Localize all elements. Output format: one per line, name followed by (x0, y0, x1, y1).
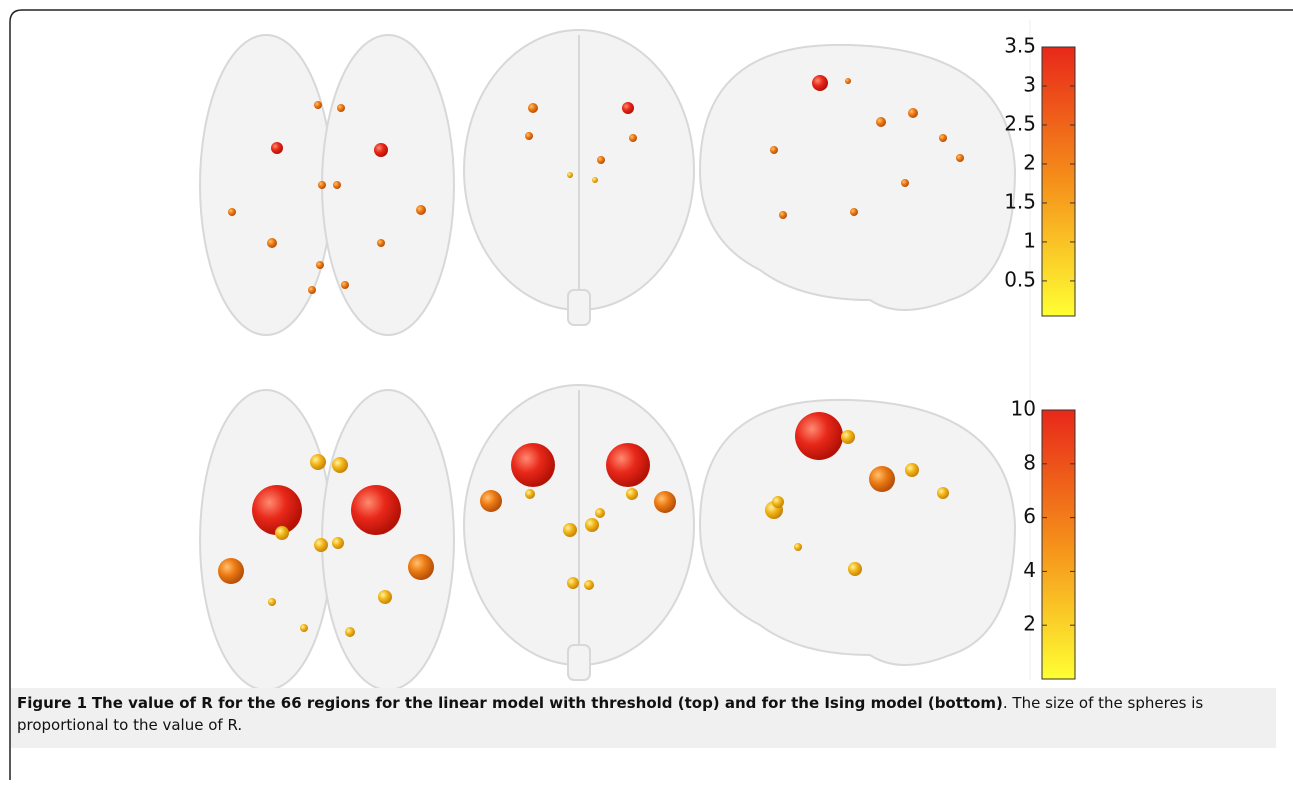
sphere (332, 537, 344, 549)
sphere (511, 443, 555, 487)
brain-axial-left (200, 390, 332, 690)
sphere (850, 208, 858, 216)
sphere (271, 142, 283, 154)
tick-label: 2 (1023, 150, 1036, 174)
colorbar (1042, 47, 1075, 316)
tick-label: 6 (1023, 504, 1036, 528)
sphere (480, 490, 502, 512)
caption-label: Figure 1 (17, 694, 87, 712)
sphere (905, 463, 919, 477)
sphere (597, 156, 605, 164)
tick-label: 2.5 (1004, 111, 1036, 135)
sphere (267, 238, 277, 248)
sphere (654, 491, 676, 513)
sphere (314, 538, 328, 552)
sphere (351, 485, 401, 535)
sphere (908, 108, 918, 118)
sphere (772, 496, 784, 508)
tick-label: 3.5 (1004, 34, 1036, 58)
sphere (218, 558, 244, 584)
sphere (268, 598, 276, 606)
sphere (228, 208, 236, 216)
tick-label: 1.5 (1004, 189, 1036, 213)
sphere (528, 103, 538, 113)
caption-title: The value of R for the 66 regions for th… (92, 694, 1003, 712)
sphere (585, 518, 599, 532)
brain-sagittal (700, 400, 1015, 665)
sphere (333, 181, 341, 189)
sphere (845, 78, 851, 84)
sphere (841, 430, 855, 444)
sphere (795, 412, 843, 460)
sphere (377, 239, 385, 247)
sphere (567, 577, 579, 589)
tick-label: 0.5 (1004, 267, 1036, 291)
tick-label: 4 (1023, 558, 1036, 582)
sphere (626, 488, 638, 500)
sphere (876, 117, 886, 127)
sphere (901, 179, 909, 187)
sphere (848, 562, 862, 576)
brain-axial-right (322, 35, 454, 335)
sphere (779, 211, 787, 219)
tick-label: 1 (1023, 228, 1036, 252)
caption: Figure 1 The value of R for the 66 regio… (11, 688, 1276, 748)
sphere (794, 543, 802, 551)
sphere (310, 454, 326, 470)
sphere (337, 104, 345, 112)
sphere (770, 146, 778, 154)
brain-sagittal (700, 45, 1015, 310)
sphere (939, 134, 947, 142)
sphere (300, 624, 308, 632)
tick-label: 2 (1023, 612, 1036, 636)
sphere (629, 134, 637, 142)
sphere (416, 205, 426, 215)
sphere (314, 101, 322, 109)
sphere (345, 627, 355, 637)
tick-label: 10 (1011, 397, 1036, 421)
sphere (316, 261, 324, 269)
sphere (622, 102, 634, 114)
sphere (332, 457, 348, 473)
sphere (525, 489, 535, 499)
brainstem (568, 290, 590, 325)
sphere (567, 172, 573, 178)
colorbar (1042, 410, 1075, 679)
sphere (812, 75, 828, 91)
sphere (308, 286, 316, 294)
tick-label: 3 (1023, 72, 1036, 96)
sphere (592, 177, 598, 183)
sphere (408, 554, 434, 580)
sphere (606, 443, 650, 487)
sphere (584, 580, 594, 590)
sphere (374, 143, 388, 157)
tick-label: 8 (1023, 450, 1036, 474)
sphere (252, 485, 302, 535)
sphere (525, 132, 533, 140)
sphere (378, 590, 392, 604)
sphere (563, 523, 577, 537)
colorbars: 3.5 3 2.5 2 1.5 1 0.5 10 8 6 4 2 (1004, 34, 1075, 680)
sphere (937, 487, 949, 499)
brains (200, 30, 1015, 690)
sphere (275, 526, 289, 540)
sphere (956, 154, 964, 162)
figure: 3.5 3 2.5 2 1.5 1 0.5 10 8 6 4 2 (0, 0, 1293, 801)
brainstem (568, 645, 590, 680)
sphere (318, 181, 326, 189)
sphere (595, 508, 605, 518)
sphere (341, 281, 349, 289)
sphere (869, 466, 895, 492)
